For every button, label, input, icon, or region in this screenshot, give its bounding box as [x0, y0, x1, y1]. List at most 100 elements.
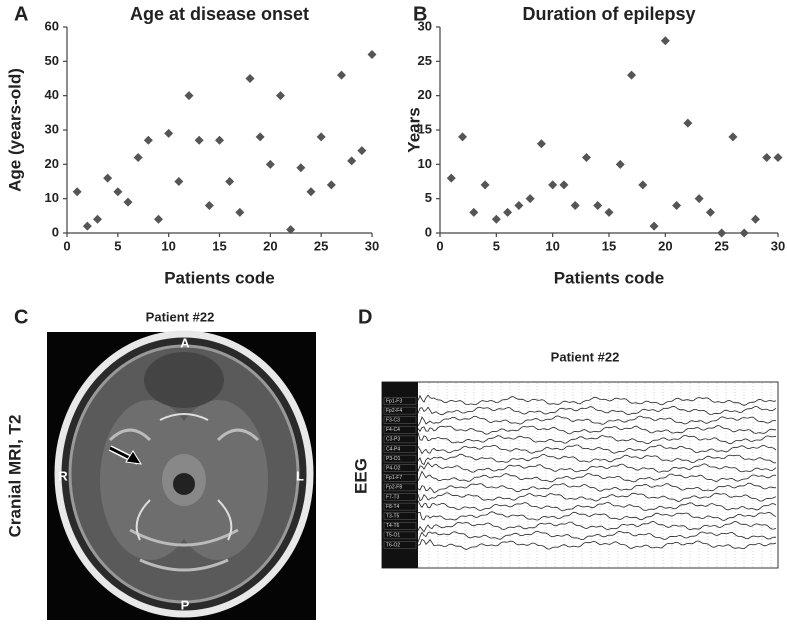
point: [164, 128, 174, 138]
eeg-trace: [417, 492, 777, 502]
y-tick-label: 5: [425, 190, 432, 205]
side-label: EEG: [351, 458, 370, 494]
point: [72, 187, 82, 197]
x-tick-label: 5: [493, 238, 500, 253]
channel-box: [383, 483, 417, 492]
channel-label: C4-P4: [386, 446, 400, 452]
point: [103, 173, 113, 183]
orientation-label: L: [296, 468, 304, 483]
eeg-trace: [417, 415, 777, 427]
channel-box: [383, 406, 417, 415]
channel-label: F7-T3: [386, 494, 400, 500]
x-tick-label: 30: [365, 238, 379, 253]
channel-box: [383, 522, 417, 530]
x-tick-label: 20: [658, 238, 672, 253]
eeg-trace: [417, 500, 777, 512]
x-axis-title: Patients code: [164, 268, 275, 287]
point: [286, 225, 296, 235]
panel-label: D: [358, 306, 372, 328]
point: [326, 180, 336, 190]
x-tick-label: 20: [263, 238, 277, 253]
eeg-image: Fp1-F3 Fp2-F4 F3-C3 F4-C4 C3-P3 C4-P4 P3-O1 P4-…: [381, 381, 779, 569]
point: [570, 201, 580, 211]
point: [694, 194, 704, 204]
orientation-label: P: [181, 597, 190, 612]
y-tick-label: 20: [45, 156, 59, 171]
point: [627, 70, 637, 80]
y-tick-label: 30: [45, 121, 59, 136]
point: [276, 91, 285, 101]
point: [204, 201, 214, 211]
point: [184, 91, 194, 101]
channel-label: F3-C3: [386, 418, 400, 424]
point: [536, 139, 546, 149]
point: [469, 207, 479, 217]
channel-box: [383, 541, 417, 549]
eeg-trace: [417, 511, 777, 521]
y-tick-label: 0: [52, 224, 59, 239]
point: [503, 207, 513, 217]
eeg-trace: [417, 530, 777, 543]
point: [525, 194, 535, 204]
orientation-label: R: [58, 468, 68, 483]
point: [306, 187, 316, 197]
point: [660, 36, 670, 46]
point: [683, 118, 693, 128]
point: [728, 132, 738, 142]
orientation-label: A: [180, 335, 190, 350]
y-tick-label: 40: [45, 87, 59, 102]
point: [750, 214, 760, 224]
eeg-trace: [417, 453, 777, 466]
channel-label: P4-O2: [386, 466, 401, 472]
point: [133, 152, 143, 162]
chart-title: Age at disease onset: [130, 4, 309, 24]
channel-label: T4-T6: [386, 523, 400, 529]
y-tick-label: 10: [418, 156, 432, 171]
point: [337, 70, 346, 80]
eeg-trace: [417, 432, 777, 445]
y-tick-label: 10: [45, 190, 59, 205]
x-tick-label: 0: [63, 238, 70, 253]
mri-image: [47, 330, 316, 620]
channel-label: Fp1-F3: [386, 398, 402, 404]
eeg-trace: [417, 461, 777, 473]
y-tick-label: 15: [418, 121, 432, 136]
channel-label: P3-O1: [386, 456, 401, 462]
eeg-trace: [417, 482, 777, 494]
channel-box: [383, 454, 417, 463]
channel-label: T3-T5: [386, 514, 400, 520]
panel-label: A: [14, 3, 28, 25]
point: [672, 201, 682, 211]
eeg-trace: [417, 444, 777, 455]
y-tick-label: 30: [418, 18, 432, 33]
y-tick-label: 60: [45, 18, 59, 33]
x-tick-label: 30: [771, 238, 785, 253]
point: [514, 201, 524, 211]
subtitle: Patient #22: [551, 349, 620, 364]
channel-box: [383, 531, 417, 540]
point: [174, 177, 184, 186]
channel-box: [383, 474, 417, 482]
point: [82, 221, 92, 231]
point: [705, 207, 715, 217]
point: [316, 132, 326, 142]
point: [615, 159, 625, 169]
eeg-trace: [417, 425, 776, 435]
point: [225, 177, 235, 186]
eeg-trace: [417, 394, 777, 406]
eeg-trace: [417, 521, 777, 533]
x-tick-label: 10: [161, 238, 175, 253]
channel-label: C3-P3: [386, 437, 400, 443]
point: [265, 159, 275, 169]
y-tick-label: 50: [45, 53, 59, 68]
point: [296, 163, 306, 173]
eeg-trace: [417, 538, 777, 550]
point: [215, 135, 224, 145]
point: [491, 214, 501, 224]
y-tick-label: 0: [425, 224, 432, 239]
channel-label: Fp2-F4: [386, 408, 402, 414]
point: [154, 214, 163, 224]
x-tick-label: 15: [602, 238, 616, 253]
